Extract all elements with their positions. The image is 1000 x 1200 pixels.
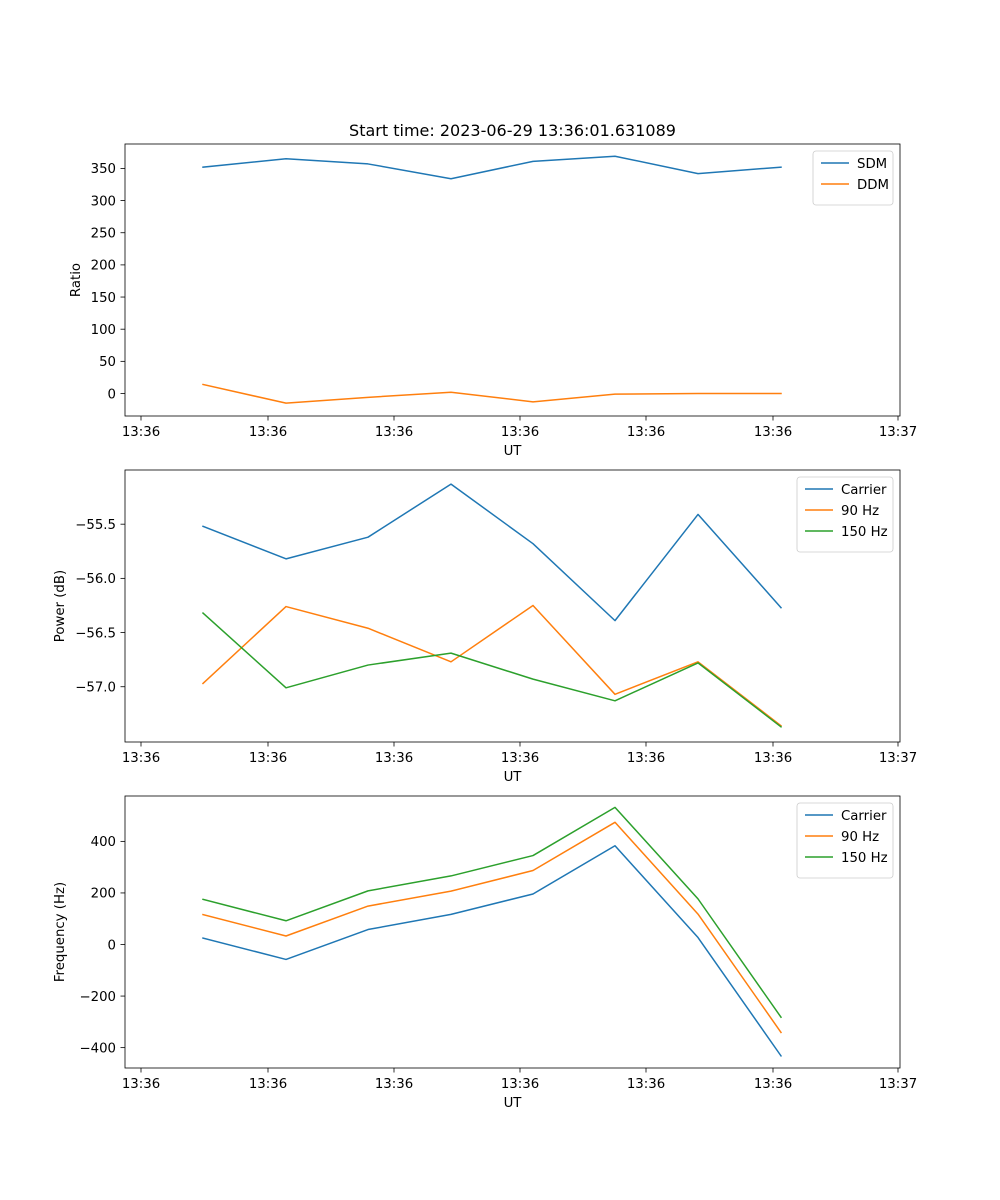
panel-3: 13:36 13:36 13:36 13:36 13:36 13:36 13:37 −400 −…	[53, 795, 917, 1111]
legend-entry: 90 Hz	[841, 504, 879, 519]
legend-entry: Carrier	[841, 809, 887, 824]
axes-frame	[124, 143, 901, 417]
x-tick-label: 13:36	[375, 751, 413, 766]
y-tick-label: −400	[79, 1041, 116, 1056]
x-axis-label: UT	[504, 1096, 523, 1111]
y-tick-label: 0	[108, 387, 116, 402]
x-tick-label: 13:36	[122, 1077, 160, 1092]
axes-frame	[124, 795, 901, 1069]
legend-entry: Carrier	[841, 483, 887, 498]
x-axis-label: UT	[504, 770, 523, 785]
series-line-150-hz	[201, 611, 783, 728]
panel-2: 13:36 13:36 13:36 13:36 13:36 13:36 13:37 −57.0…	[53, 469, 917, 785]
y-tick-label: −57.0	[75, 681, 116, 696]
x-tick-label: 13:37	[879, 425, 917, 440]
legend-entry: DDM	[857, 178, 889, 193]
legend: Carrier 90 Hz 150 Hz	[796, 802, 894, 879]
x-tick-label: 13:36	[122, 751, 160, 766]
y-tick-label: −55.5	[75, 518, 116, 533]
x-tick-label: 13:36	[754, 1077, 792, 1092]
panel-1: 13:36 13:36 13:36 13:36 13:36 13:36 13:37 0 50 10…	[69, 143, 917, 459]
x-tick-label: 13:36	[754, 425, 792, 440]
x-tick-label: 13:36	[627, 425, 665, 440]
x-tick-label: 13:36	[249, 1077, 287, 1092]
y-tick-label: 200	[91, 887, 116, 902]
legend-entry: 150 Hz	[841, 851, 888, 866]
series-line-90-hz	[202, 821, 783, 1034]
series-line-sdm	[202, 155, 782, 180]
x-tick-label: 13:37	[879, 751, 917, 766]
legend: Carrier 90 Hz 150 Hz	[796, 476, 894, 553]
y-axis-label: Frequency (Hz)	[53, 882, 68, 982]
legend-box	[812, 150, 894, 206]
y-tick-label: −56.0	[75, 572, 116, 587]
legend: SDM DDM	[812, 150, 894, 206]
y-tick-label: 350	[91, 162, 116, 177]
legend-box	[796, 802, 894, 879]
x-tick-label: 13:36	[501, 751, 539, 766]
x-tick-label: 13:36	[501, 1077, 539, 1092]
y-tick-label: 250	[91, 227, 116, 242]
y-tick-label: −200	[79, 990, 116, 1005]
figure-title: Start time: 2023-06-29 13:36:01.631089	[349, 121, 676, 140]
y-axis-label: Ratio	[69, 263, 84, 297]
panels: 13:36 13:36 13:36 13:36 13:36 13:36 13:37 0 50 10…	[53, 143, 917, 1111]
series-line-carrier	[202, 845, 783, 1057]
x-tick-label: 13:36	[375, 1077, 413, 1092]
x-tick-label: 13:36	[249, 751, 287, 766]
series-line-150-hz	[202, 806, 783, 1019]
y-tick-label: 300	[91, 194, 116, 209]
x-tick-label: 13:36	[627, 1077, 665, 1092]
y-tick-label: 400	[91, 835, 116, 850]
legend-entry: 90 Hz	[841, 830, 879, 845]
y-tick-label: 50	[99, 355, 116, 370]
x-tick-label: 13:36	[122, 425, 160, 440]
axes-frame	[124, 469, 901, 743]
y-axis-label: Power (dB)	[53, 570, 68, 642]
x-axis-label: UT	[504, 444, 523, 459]
x-tick-label: 13:36	[754, 751, 792, 766]
y-tick-label: 100	[91, 323, 116, 338]
legend-entry: 150 Hz	[841, 525, 888, 540]
series-line-carrier	[202, 483, 783, 622]
y-tick-label: −56.5	[75, 626, 116, 641]
y-tick-label: 150	[91, 291, 116, 306]
x-tick-label: 13:37	[879, 1077, 917, 1092]
y-tick-label: 200	[91, 259, 116, 274]
x-tick-label: 13:36	[627, 751, 665, 766]
legend-box	[796, 476, 894, 553]
legend-entry: SDM	[857, 157, 887, 172]
x-tick-label: 13:36	[249, 425, 287, 440]
x-tick-label: 13:36	[501, 425, 539, 440]
series-line-ddm	[202, 383, 782, 404]
y-tick-label: 0	[108, 938, 116, 953]
series-line-90-hz	[201, 604, 783, 727]
x-tick-label: 13:36	[375, 425, 413, 440]
